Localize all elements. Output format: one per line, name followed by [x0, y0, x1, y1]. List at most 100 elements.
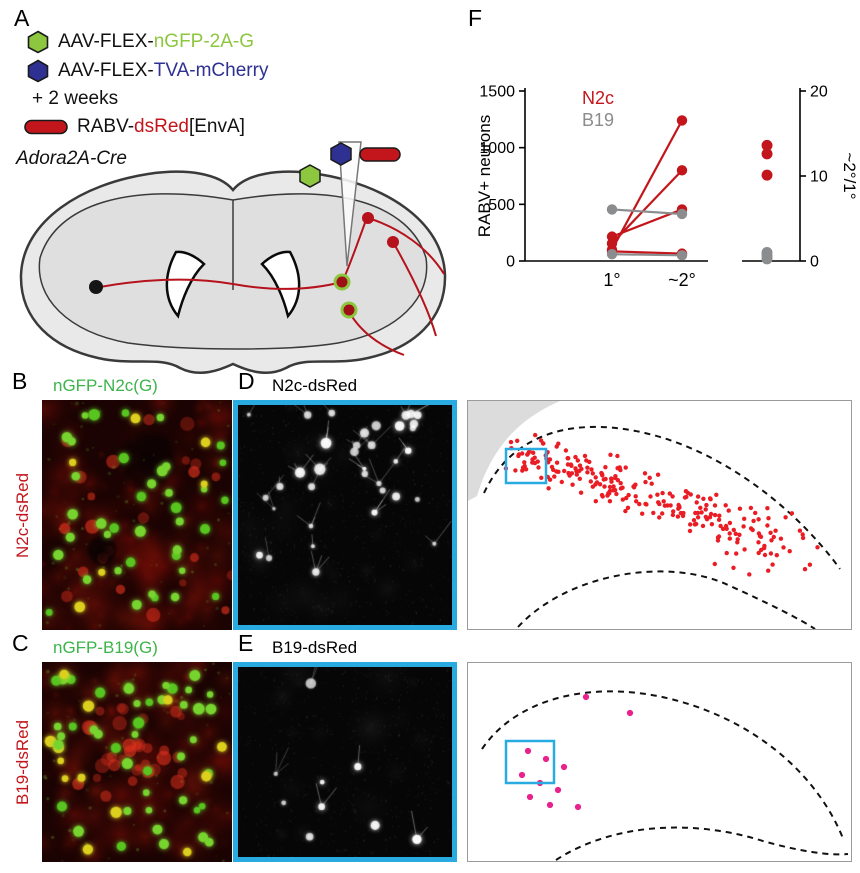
mapped-cell	[518, 771, 526, 779]
mapped-cell	[577, 463, 583, 468]
mapped-cell	[695, 515, 701, 520]
mapped-cell	[789, 511, 795, 516]
mapped-cell	[516, 453, 521, 459]
mapped-cell	[590, 471, 595, 476]
tick-label: 0	[810, 254, 819, 271]
mapped-cell	[541, 441, 546, 446]
mapped-cell	[756, 550, 761, 556]
micrograph-b19-dsred	[233, 662, 457, 862]
cell-map-n2c	[467, 400, 852, 630]
mapped-cell	[584, 458, 589, 463]
mapped-cell	[807, 562, 813, 567]
mapped-cell	[546, 486, 551, 491]
mapped-cell	[747, 572, 752, 577]
cortex-corner-region	[468, 401, 560, 501]
data-point	[606, 249, 618, 260]
mapped-cell	[522, 460, 527, 465]
data-point	[676, 165, 688, 176]
mapped-cell	[783, 515, 788, 520]
mapped-cell	[692, 522, 698, 527]
mapped-cell	[620, 497, 625, 502]
mapped-cell	[771, 534, 776, 540]
axon-path	[367, 217, 445, 275]
mapped-cell	[655, 472, 661, 477]
mapped-cell	[614, 491, 619, 497]
mapped-cell	[715, 535, 721, 540]
legend-prefix-text: AAV-FLEX-	[58, 60, 154, 81]
mapped-cell	[559, 479, 564, 485]
starter-cell	[333, 273, 351, 291]
legend-prefix-text: AAV-FLEX-	[58, 31, 154, 52]
mapped-cell	[716, 517, 722, 522]
mapped-cell	[758, 534, 764, 539]
panel-label-a: A	[14, 5, 30, 31]
mapped-cell	[712, 503, 718, 508]
mapped-cell	[753, 510, 758, 516]
mapped-cell	[554, 460, 560, 465]
mapped-cell	[707, 515, 713, 520]
mapped-cell	[700, 523, 706, 529]
mapped-cell	[577, 476, 582, 481]
tick-label: 500	[488, 197, 515, 214]
panel-label-c: C	[12, 630, 29, 656]
ventricle-left	[165, 250, 206, 319]
tick-label: 10	[810, 169, 828, 186]
mapped-cell	[698, 505, 703, 510]
inset-box	[504, 447, 548, 485]
data-point	[606, 231, 618, 242]
mapped-cell	[649, 481, 654, 486]
mapped-cell	[756, 531, 762, 536]
mapped-cell	[531, 450, 536, 455]
mapped-cell	[797, 528, 803, 533]
mapped-cell	[626, 709, 634, 717]
mapped-cell	[600, 494, 605, 499]
mapped-cell	[766, 516, 771, 521]
labeled-neuron-dot	[387, 236, 399, 248]
mapped-cell	[737, 506, 743, 511]
mapped-cell	[727, 531, 732, 536]
mapped-cell	[731, 527, 736, 533]
mapped-cell	[660, 511, 665, 516]
mapped-cell	[633, 494, 638, 499]
mapped-cell	[593, 475, 598, 480]
mapped-cell	[762, 552, 768, 558]
mapped-cell	[602, 484, 607, 489]
tick-label: 20	[810, 84, 828, 101]
mapped-cell	[593, 499, 598, 504]
legend-rabv: RABV-dsRed[EnvA]	[24, 116, 245, 138]
mapped-cell	[620, 485, 625, 490]
rabv-capsule-icon	[24, 119, 68, 135]
mapped-cell	[720, 526, 726, 532]
mapped-cell	[756, 540, 761, 545]
mapped-cell	[640, 511, 645, 516]
mapped-cell	[532, 455, 537, 460]
rabv-capsule-icon	[359, 147, 401, 162]
mapped-cell	[593, 482, 598, 487]
mapped-cell	[676, 502, 681, 508]
legend-highlight-text: nGFP-2A-G	[153, 31, 255, 52]
mapped-cell	[718, 523, 723, 529]
mapped-cell	[735, 537, 740, 542]
pair-line	[611, 250, 683, 255]
mapped-cell	[741, 524, 746, 529]
mouse-line-text: Adora2A-Cre	[16, 148, 127, 169]
mapped-cell	[554, 786, 562, 794]
mapped-cell	[665, 503, 670, 508]
micrograph-n2c-canvas	[238, 405, 452, 625]
mapped-cell	[556, 469, 561, 474]
legend-rabv-text: RABV-dsRed[EnvA]	[77, 116, 245, 138]
mapped-cell	[643, 501, 648, 507]
mouse-line-label: Adora2A-Cre	[16, 148, 127, 170]
mapped-cell	[631, 484, 636, 489]
mapped-cell	[768, 530, 773, 535]
mapped-cell	[670, 494, 675, 499]
mapped-cell	[508, 439, 514, 445]
mapped-cell	[802, 567, 808, 572]
mapped-cell	[585, 470, 590, 475]
mapped-cell	[589, 467, 594, 472]
legend-aav-gfp: AAV-FLEX-nGFP-2A-G	[27, 30, 254, 54]
x-tick-label: ~2°	[668, 270, 696, 290]
mapped-cell	[642, 471, 648, 476]
mapped-cell	[605, 493, 610, 498]
